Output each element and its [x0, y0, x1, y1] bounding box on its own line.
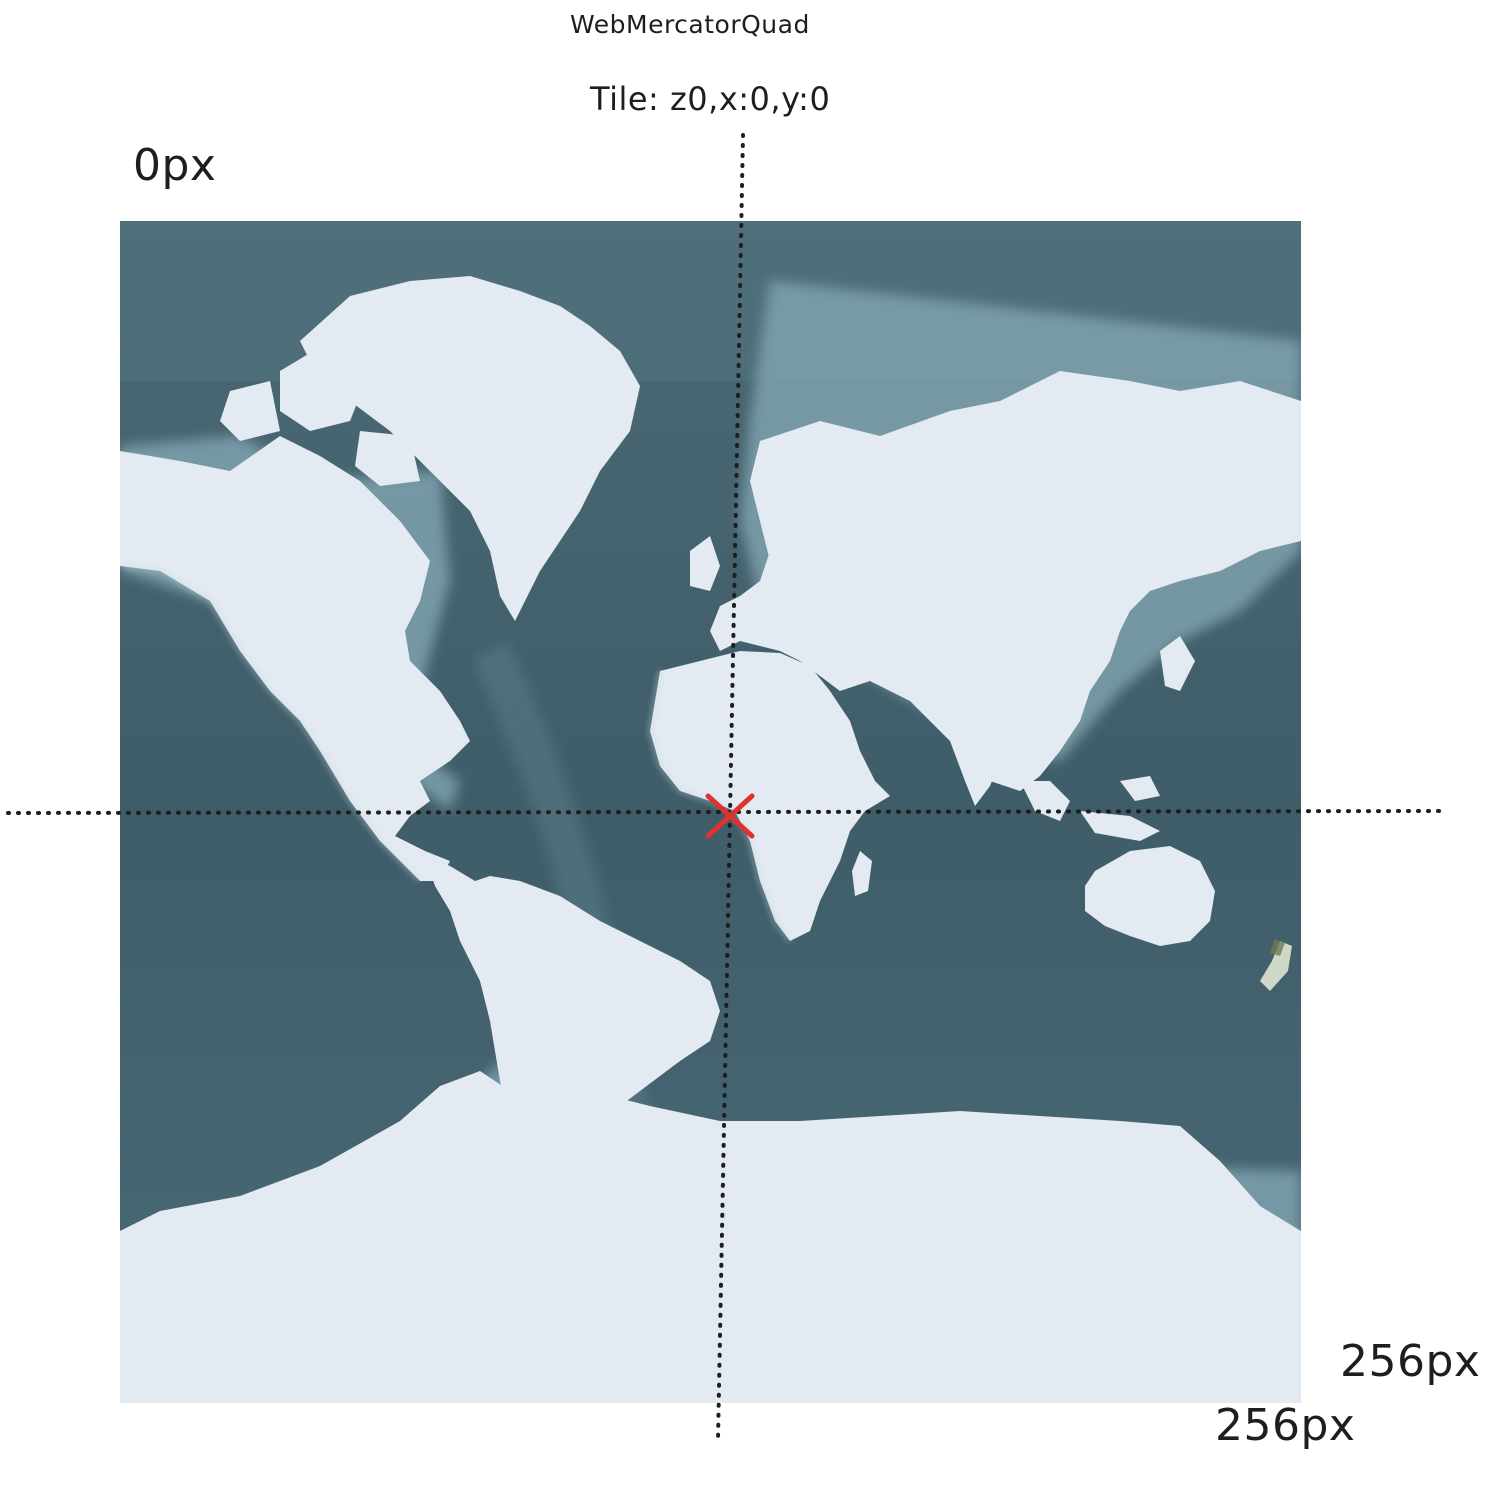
australia-landmass — [1085, 846, 1215, 946]
tile-height-label: 256px — [1215, 1400, 1356, 1451]
north-america-landmass — [120, 436, 470, 881]
southeast-asia-islands — [1020, 776, 1160, 841]
origin-pixel-label: 0px — [133, 140, 217, 191]
japan-landmass — [1160, 636, 1195, 691]
greenland-landmass — [300, 276, 640, 621]
diagram-title: WebMercatorQuad — [570, 10, 810, 39]
india-landmass — [950, 741, 1000, 806]
africa-landmass — [650, 651, 890, 941]
madagascar-landmass — [852, 851, 872, 896]
british-isles-landmass — [690, 536, 720, 591]
eurasia-landmass — [710, 371, 1301, 791]
arctic-archipelago — [220, 341, 420, 486]
new-zealand-landmass — [1260, 941, 1292, 991]
south-america-landmass — [425, 856, 720, 1156]
tile-coordinates-label: Tile: z0,x:0,y:0 — [590, 80, 831, 118]
scandinavia-landmass — [760, 461, 850, 571]
new-zealand-terrain — [1270, 939, 1285, 956]
world-map-tile — [120, 221, 1301, 1403]
tile-width-label: 256px — [1340, 1336, 1481, 1387]
antarctica-landmass — [120, 1071, 1301, 1403]
